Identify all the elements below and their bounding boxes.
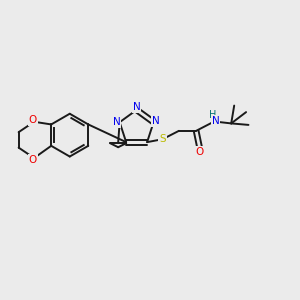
Text: N: N xyxy=(152,116,160,126)
Text: O: O xyxy=(196,147,204,157)
Text: S: S xyxy=(159,134,166,144)
Text: N: N xyxy=(133,103,140,112)
Text: H: H xyxy=(208,110,216,120)
Text: O: O xyxy=(28,115,37,125)
Text: N: N xyxy=(113,117,121,127)
Text: N: N xyxy=(212,116,220,126)
Text: O: O xyxy=(28,154,37,164)
